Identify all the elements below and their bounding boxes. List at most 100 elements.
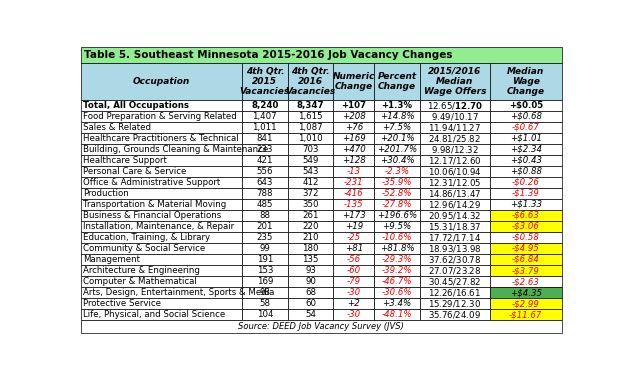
Bar [420, 133, 490, 144]
Bar [81, 243, 242, 254]
Bar [242, 243, 288, 254]
Text: 1,407: 1,407 [253, 112, 277, 121]
Text: Median
Wage
Change: Median Wage Change [507, 67, 545, 96]
Bar [374, 133, 420, 144]
Bar [374, 64, 420, 100]
Text: -$2.99: -$2.99 [512, 299, 540, 308]
Text: +$0.43: +$0.43 [510, 156, 542, 165]
Bar [242, 276, 288, 287]
Text: 8,240: 8,240 [251, 100, 278, 109]
Bar [334, 100, 374, 111]
Bar [490, 121, 562, 133]
Bar [288, 210, 334, 221]
Bar [490, 221, 562, 232]
Text: Transportation & Material Moving: Transportation & Material Moving [83, 200, 226, 209]
Text: +$4.35: +$4.35 [510, 288, 542, 297]
Bar [374, 166, 420, 177]
Text: +19: +19 [345, 222, 363, 231]
Text: Architecture & Engineering: Architecture & Engineering [83, 266, 199, 275]
Text: +7.5%: +7.5% [382, 123, 412, 132]
Text: +208: +208 [342, 112, 366, 121]
Text: 412: 412 [302, 178, 319, 187]
Bar [420, 144, 490, 155]
Text: +470: +470 [342, 145, 366, 154]
Bar [374, 265, 420, 276]
Bar [334, 265, 374, 276]
Bar [242, 254, 288, 265]
Bar [288, 243, 334, 254]
Bar [288, 177, 334, 188]
Bar [81, 166, 242, 177]
Bar [334, 121, 374, 133]
Bar [420, 199, 490, 210]
Bar [374, 111, 420, 121]
Text: 98: 98 [260, 288, 270, 297]
Text: -48.1%: -48.1% [382, 310, 413, 319]
Bar [420, 111, 490, 121]
Text: Community & Social Service: Community & Social Service [83, 244, 205, 253]
Text: 703: 703 [302, 145, 319, 154]
Text: Numeric
Change: Numeric Change [332, 72, 375, 91]
Text: $24.81/$25.82: $24.81/$25.82 [428, 133, 482, 144]
Text: $12.17/$12.60: $12.17/$12.60 [428, 155, 482, 166]
Bar [288, 111, 334, 121]
Bar [334, 298, 374, 309]
Bar [490, 177, 562, 188]
Bar [374, 155, 420, 166]
Bar [420, 309, 490, 320]
Bar [374, 232, 420, 243]
Text: -$3.79: -$3.79 [512, 266, 540, 275]
Text: $17.72/$17.14: $17.72/$17.14 [428, 232, 482, 243]
Text: +201.7%: +201.7% [377, 145, 417, 154]
Bar [81, 320, 562, 333]
Bar [242, 100, 288, 111]
Bar [490, 276, 562, 287]
Bar [334, 243, 374, 254]
Text: 60: 60 [305, 299, 316, 308]
Text: -10.6%: -10.6% [382, 233, 413, 242]
Text: 99: 99 [260, 244, 270, 253]
Text: Protective Service: Protective Service [83, 299, 161, 308]
Text: +1.3%: +1.3% [382, 100, 413, 109]
Bar [242, 265, 288, 276]
Text: -135: -135 [344, 200, 364, 209]
Bar [81, 64, 242, 100]
Text: 350: 350 [302, 200, 319, 209]
Text: 1,615: 1,615 [298, 112, 323, 121]
Text: -56: -56 [347, 255, 361, 264]
Text: 135: 135 [302, 255, 319, 264]
Text: 4th Qtr.
2016
Vacancies: 4th Qtr. 2016 Vacancies [285, 67, 335, 96]
Bar [81, 199, 242, 210]
Text: Healthcare Practitioners & Technical: Healthcare Practitioners & Technical [83, 133, 238, 143]
Text: Arts, Design, Entertainment, Sports & Media: Arts, Design, Entertainment, Sports & Me… [83, 288, 274, 297]
Bar [374, 144, 420, 155]
Bar [334, 276, 374, 287]
Text: $15.29/$12.30: $15.29/$12.30 [428, 298, 482, 309]
Text: 58: 58 [260, 299, 270, 308]
Bar [490, 254, 562, 265]
Bar [81, 276, 242, 287]
Text: -231: -231 [344, 178, 364, 187]
Bar [420, 232, 490, 243]
Text: 233: 233 [256, 145, 273, 154]
Text: Education, Training, & Library: Education, Training, & Library [83, 233, 210, 242]
Text: -$0.58: -$0.58 [512, 233, 540, 242]
Text: +$0.68: +$0.68 [510, 112, 542, 121]
Bar [334, 133, 374, 144]
Bar [334, 166, 374, 177]
Bar [490, 188, 562, 199]
Bar [490, 133, 562, 144]
Bar [420, 121, 490, 133]
Text: -39.2%: -39.2% [382, 266, 413, 275]
Text: +3.4%: +3.4% [382, 299, 412, 308]
Text: +$2.34: +$2.34 [510, 145, 542, 154]
Text: 421: 421 [256, 156, 273, 165]
Bar [81, 221, 242, 232]
Bar [490, 298, 562, 309]
Text: 485: 485 [256, 200, 273, 209]
Bar [420, 221, 490, 232]
Text: Production: Production [83, 189, 129, 198]
Bar [242, 144, 288, 155]
Text: 54: 54 [305, 310, 316, 319]
Bar [81, 232, 242, 243]
